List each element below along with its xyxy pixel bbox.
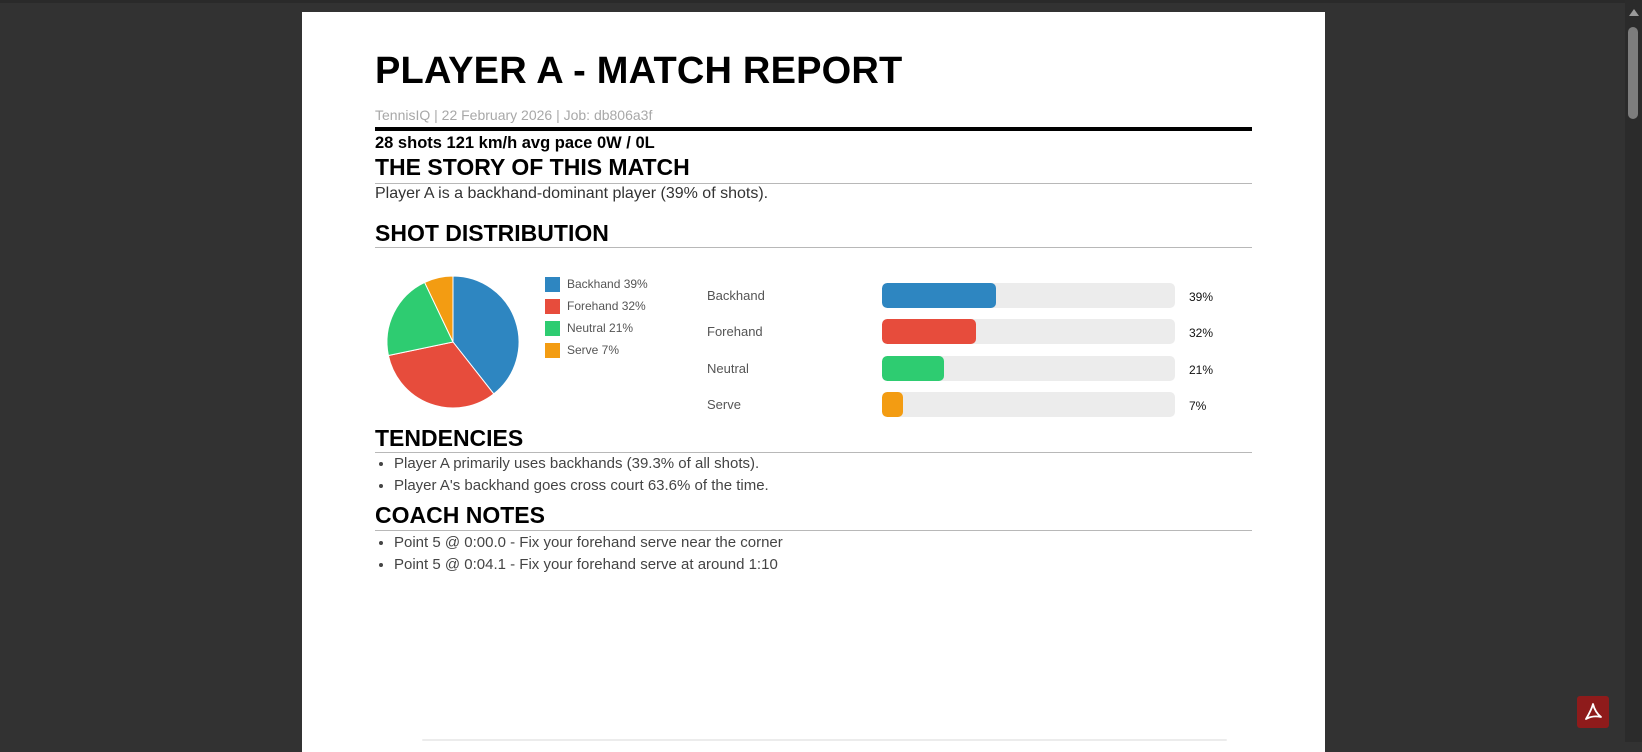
story-text: Player A is a backhand-dominant player (…	[375, 185, 769, 202]
pie-legend: Backhand 39% Forehand 32% Neutral 21% Se…	[545, 273, 648, 361]
acrobat-icon[interactable]	[1577, 696, 1609, 728]
legend-swatch	[545, 276, 560, 292]
bar-label: Neutral	[707, 361, 749, 376]
shot-pie-chart	[386, 275, 520, 409]
report-title: PLAYER A - MATCH REPORT	[375, 50, 903, 92]
story-divider	[375, 183, 1252, 184]
legend-item: Serve 7%	[545, 339, 648, 361]
bar-row: Forehand 32%	[707, 319, 1247, 344]
bar-row: Backhand 39%	[707, 283, 1247, 308]
viewer-top-edge	[0, 0, 1642, 3]
tendencies-divider	[375, 452, 1252, 453]
next-page-edge	[422, 739, 1227, 741]
tendencies-list: Player A primarily uses backhands (39.3%…	[375, 455, 769, 499]
scrollbar-thumb[interactable]	[1628, 27, 1638, 119]
bar-track	[882, 319, 1175, 344]
bar-label: Serve	[707, 397, 741, 412]
legend-swatch	[545, 342, 560, 358]
coach-notes-list: Point 5 @ 0:00.0 - Fix your forehand ser…	[375, 534, 783, 578]
acrobat-glyph-icon	[1585, 703, 1602, 720]
list-item: Player A primarily uses backhands (39.3%…	[394, 455, 769, 477]
scroll-up-icon[interactable]	[1629, 9, 1639, 16]
bar-value-label: 32%	[1189, 326, 1214, 340]
legend-item: Backhand 39%	[545, 273, 648, 295]
title-divider	[375, 127, 1252, 131]
pie-slice-backhand	[452, 275, 520, 395]
bar-value-label: 39%	[1189, 290, 1214, 304]
bar-fill	[882, 283, 997, 308]
legend-swatch	[545, 320, 560, 336]
bar-label: Backhand	[707, 288, 765, 303]
bar-row: Neutral 21%	[707, 356, 1247, 381]
legend-swatch	[545, 298, 560, 314]
coach-notes-divider	[375, 530, 1252, 531]
list-item: Point 5 @ 0:00.0 - Fix your forehand ser…	[394, 534, 783, 556]
coach-notes-heading: COACH NOTES	[375, 502, 545, 528]
pie-slice-serve	[423, 275, 454, 343]
match-summary: 28 shots 121 km/h avg pace 0W / 0L	[375, 134, 655, 152]
list-item: Point 5 @ 0:04.1 - Fix your forehand ser…	[394, 556, 783, 578]
bar-fill	[882, 392, 903, 417]
pie-slice-neutral	[386, 281, 454, 357]
distribution-heading: SHOT DISTRIBUTION	[375, 220, 609, 246]
vertical-scrollbar[interactable]	[1625, 0, 1642, 742]
report-meta: TennisIQ | 22 February 2026 | Job: db806…	[375, 107, 653, 123]
bar-track	[882, 356, 1175, 381]
tendencies-heading: TENDENCIES	[375, 425, 524, 451]
pie-slice-forehand	[387, 341, 495, 409]
distribution-divider	[375, 247, 1252, 248]
bar-track	[882, 392, 1175, 417]
legend-label: Neutral 21%	[567, 321, 634, 335]
bar-fill	[882, 356, 944, 381]
legend-item: Forehand 32%	[545, 295, 648, 317]
bar-row: Serve 7%	[707, 392, 1247, 417]
legend-label: Forehand 32%	[567, 299, 646, 313]
pdf-page: PLAYER A - MATCH REPORT TennisIQ | 22 Fe…	[302, 12, 1325, 752]
legend-label: Backhand 39%	[567, 277, 648, 291]
bar-label: Forehand	[707, 324, 763, 339]
legend-label: Serve 7%	[567, 343, 620, 357]
story-heading: THE STORY OF THIS MATCH	[375, 154, 690, 180]
list-item: Player A's backhand goes cross court 63.…	[394, 477, 769, 499]
bar-track	[882, 283, 1175, 308]
bar-value-label: 21%	[1189, 363, 1214, 377]
legend-item: Neutral 21%	[545, 317, 648, 339]
bar-fill	[882, 319, 976, 344]
bar-value-label: 7%	[1189, 399, 1207, 413]
